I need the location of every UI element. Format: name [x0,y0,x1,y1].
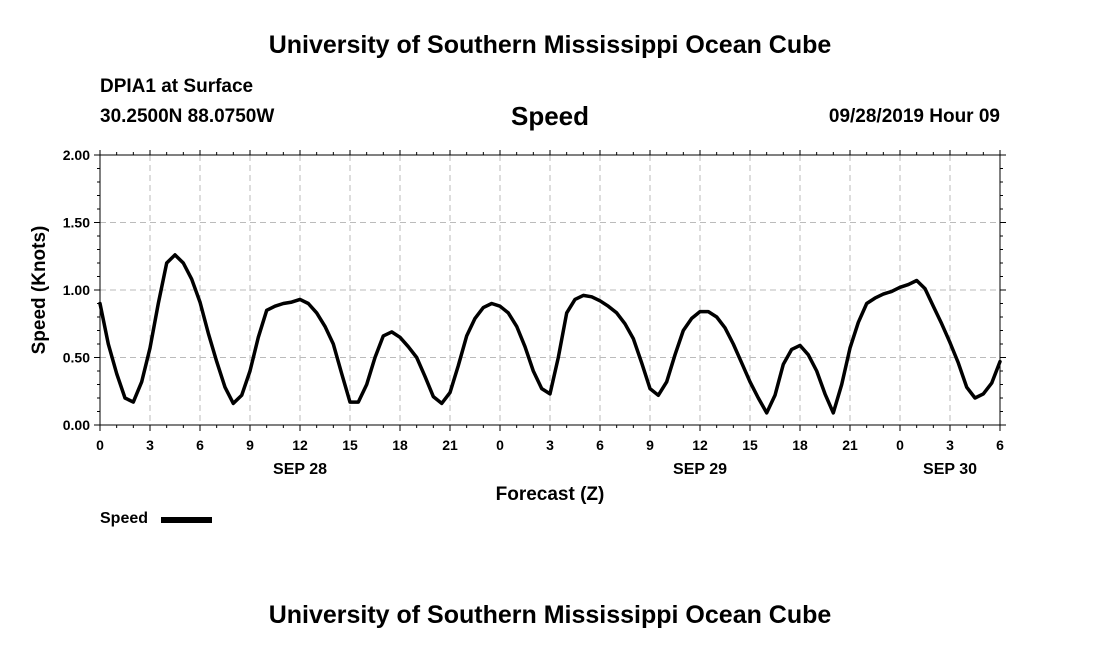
chart-grid [100,155,1000,425]
y-tick-label: 1.50 [63,215,90,231]
chart-tick-labels: 0 3 6 9 12 15 18 21 0 3 6 9 12 15 18 21 0 3 6 0.00 0.50 1.00 1… [63,147,1004,478]
x-tick-label: 6 [996,437,1004,453]
x-tick-label: 15 [342,437,358,453]
variable-title: Speed [510,101,590,131]
station-label: DPIA1 at Surface [100,76,254,97]
x-tick-label: 3 [146,437,154,453]
x-tick-label: 0 [496,437,504,453]
x-tick-label: 6 [596,437,604,453]
y-tick-label: 0.00 [63,417,90,433]
date-label: SEP 30 [923,461,977,478]
speed-series-line [98,253,1002,415]
x-axis-label: Forecast (Z) [496,484,605,505]
x-tick-label: 12 [692,437,708,453]
x-tick-label: 21 [442,437,458,453]
y-tick-label: 1.00 [63,282,90,298]
chart-header-title: University of Southern Mississippi Ocean… [268,31,832,59]
x-tick-label: 15 [742,437,758,453]
x-tick-label: 12 [292,437,308,453]
y-tick-label: 2.00 [63,147,90,163]
x-tick-label: 18 [792,437,808,453]
x-tick-label: 0 [96,437,104,453]
x-tick-label: 0 [896,437,904,453]
x-tick-label: 6 [196,437,204,453]
chart-axes [94,150,1006,431]
y-axis-label: Speed (Knots) [29,226,50,355]
date-label: SEP 29 [673,461,727,478]
date-label: SEP 28 [273,461,327,478]
forecast-datetime: 09/28/2019 Hour 09 [828,106,1000,127]
legend-label: Speed [100,510,149,527]
x-tick-label: 3 [546,437,554,453]
x-tick-label: 9 [246,437,254,453]
station-coordinates: 30.2500N 88.0750W [100,106,275,127]
plot-frame [99,154,1001,426]
footer-title: University of Southern Mississippi Ocean… [268,601,832,629]
x-tick-label: 21 [842,437,858,453]
chart-series [98,253,1002,415]
x-tick-label: 3 [946,437,954,453]
y-tick-label: 0.50 [63,350,90,366]
x-tick-label: 18 [392,437,408,453]
x-tick-label: 9 [646,437,654,453]
legend-line-swatch [161,517,212,523]
